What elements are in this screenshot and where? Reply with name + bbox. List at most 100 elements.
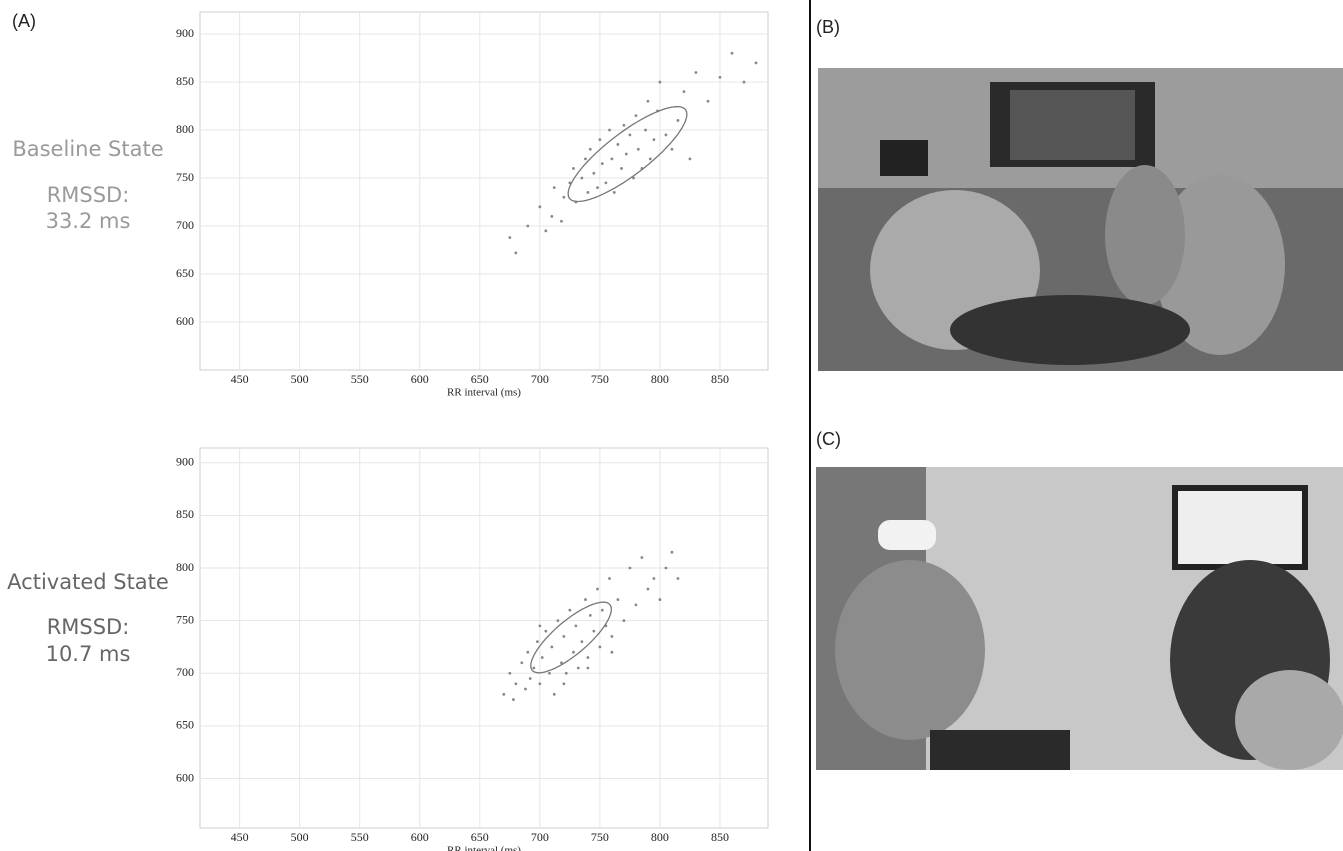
x-tick-label: 700 [531,372,549,386]
point [550,646,553,649]
point [622,124,625,127]
photo-monitor [880,140,928,176]
photo-legs [930,730,1070,770]
point [568,609,571,612]
x-tick-label: 500 [291,830,309,844]
metric-value: 10.7 ms [46,642,131,666]
point [689,157,692,160]
point [544,630,547,633]
x-tick-label: 850 [711,830,729,844]
point [562,196,565,199]
point [644,129,647,132]
point [629,567,632,570]
y-tick-label: 750 [176,612,194,626]
point [616,143,619,146]
point [755,61,758,64]
point [610,157,613,160]
point [520,661,523,664]
point [538,624,541,627]
point [514,682,517,685]
photo-figure [835,560,985,740]
point [556,619,559,622]
point [589,614,592,617]
point [622,619,625,622]
page: {"panel_labels": ["(A)", "(B)", "(C)"], … [0,0,1343,851]
point [562,635,565,638]
point [598,646,601,649]
point [592,630,595,633]
point [508,672,511,675]
point [625,153,628,156]
point [548,672,551,675]
point [665,567,668,570]
point [608,577,611,580]
point [653,138,656,141]
point [514,252,517,255]
point [580,177,583,180]
point [671,148,674,151]
x-axis-label: RR interval (ms) [447,845,521,851]
point [553,186,556,189]
state-label: Activated State [7,570,169,594]
point [584,598,587,601]
point [610,651,613,654]
y-tick-label: 650 [176,266,194,280]
point [574,624,577,627]
figure: (A) (B) (C) Baseline State RMSSD: 33.2 m… [0,0,1343,851]
y-tick-label: 600 [176,770,194,784]
point [565,672,568,675]
metric-label: RMSSD: [47,183,130,207]
y-tick-label: 650 [176,718,194,732]
point [719,76,722,79]
point [596,186,599,189]
x-tick-label: 500 [291,372,309,386]
point [524,688,527,691]
y-tick-label: 600 [176,314,194,328]
x-tick-label: 550 [351,830,369,844]
point [538,205,541,208]
x-tick-label: 450 [231,372,249,386]
point [562,682,565,685]
point [659,598,662,601]
point [572,167,575,170]
state-label: Baseline State [12,137,163,161]
point [508,236,511,239]
point [541,656,544,659]
point [586,656,589,659]
photo-monitor-screen [1178,491,1302,564]
x-tick-label: 750 [591,372,609,386]
point [637,148,640,151]
point [677,577,680,580]
point [586,667,589,670]
point [526,651,529,654]
y-tick-label: 700 [176,218,194,232]
point [743,81,746,84]
point [653,577,656,580]
point [683,90,686,93]
x-tick-label: 650 [471,830,489,844]
x-tick-label: 450 [231,830,249,844]
point [601,609,604,612]
photo-b [818,68,1343,371]
point [584,157,587,160]
point [586,191,589,194]
point [592,172,595,175]
point [647,100,650,103]
point [532,667,535,670]
point [589,148,592,151]
point [608,129,611,132]
point [635,114,638,117]
point [538,682,541,685]
x-axis-label: RR interval (ms) [447,387,521,399]
point [635,603,638,606]
point [647,588,650,591]
panel-label: (C) [816,429,841,449]
point [572,651,575,654]
point [695,71,698,74]
point [731,52,734,55]
y-tick-label: 900 [176,26,194,40]
plot-area [200,12,768,370]
y-tick-label: 750 [176,170,194,184]
point [613,191,616,194]
point [629,133,632,136]
